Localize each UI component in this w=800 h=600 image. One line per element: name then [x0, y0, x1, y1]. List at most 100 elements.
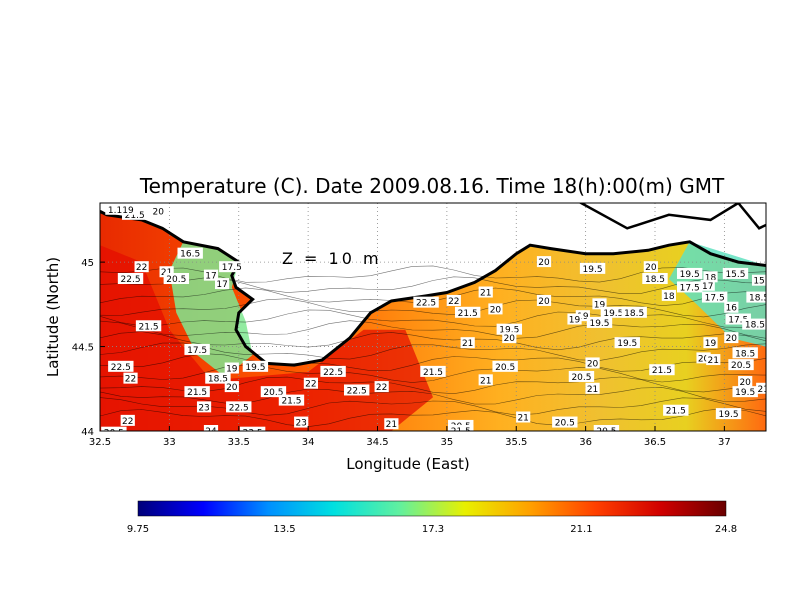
contour-label-box: [203, 269, 219, 281]
contour-label-box: [478, 374, 493, 386]
contour-label-box: [703, 337, 718, 349]
contour-label-box: [159, 266, 174, 278]
contour-label-box: [614, 337, 640, 349]
contour-label-box: [593, 425, 620, 431]
contour-label-box: [756, 382, 766, 394]
contour-label: 19: [577, 312, 589, 322]
contour-label-box: [536, 256, 552, 268]
contour-label-box: [196, 401, 212, 413]
plot-frame: [99, 202, 767, 432]
contour-label-box: [552, 416, 578, 428]
contour-label-box: [374, 381, 389, 393]
contour-label: 23: [198, 403, 209, 413]
contour-label-box: [492, 360, 518, 372]
contour-label: 21.5: [458, 309, 478, 319]
contour-label-box: [751, 274, 766, 286]
contour-label-box: [278, 394, 305, 406]
x-tick-label: 36: [579, 437, 592, 448]
contour-label-box: [732, 386, 758, 398]
contour-label-box: [151, 205, 166, 217]
contour-label: 22.5: [229, 403, 249, 413]
contour-label-box: [600, 306, 627, 318]
contour-label-box: [224, 381, 239, 393]
contour-label: 21.5: [125, 211, 145, 221]
x-axis-label: Longitude (East): [346, 455, 469, 473]
contour-label-box: [413, 296, 439, 308]
contour-label-box: [224, 362, 239, 374]
contour-label-box: [585, 357, 600, 369]
contour-label: 21: [517, 413, 528, 423]
contour-label-box: [585, 382, 600, 394]
contour-label-box: [502, 332, 517, 344]
contour-label-box: [586, 316, 613, 328]
contour-label: 21: [480, 289, 491, 299]
contour-label-box: [488, 303, 503, 315]
contour-label-box: [420, 365, 446, 377]
y-axis-label: Latitude (North): [44, 257, 62, 377]
contour-label-box: [177, 247, 203, 259]
contour-label: 22: [122, 417, 133, 427]
contour-label-box: [184, 386, 210, 398]
contour-label: 20.5: [495, 363, 515, 373]
contour-label-box: [579, 262, 606, 274]
contour-label: 19.5: [603, 309, 623, 319]
x-tick-label: 33: [163, 437, 176, 448]
contour-line: [100, 342, 766, 361]
contour-label: 19.5: [583, 265, 603, 275]
contour-label-box: [105, 203, 137, 215]
contour-label: 18: [663, 292, 675, 302]
contour-label: 19.5: [499, 326, 519, 336]
contour-label: 15: [753, 277, 764, 287]
contour-label: 19.5: [617, 339, 637, 349]
contour-label-box: [738, 376, 753, 388]
chart-title: Temperature (C). Date 2009.08.16. Time 1…: [139, 174, 725, 198]
contour-label: 21.5: [139, 322, 159, 332]
contour-label: 22.5: [121, 275, 141, 285]
contour-line: [100, 331, 766, 351]
x-tick-label: 33.5: [228, 437, 250, 448]
contour-label: 20: [645, 263, 657, 273]
contour-label-box: [205, 372, 231, 384]
contour-label: 1.119: [108, 206, 134, 216]
contour-label-box: [621, 306, 647, 318]
colorbar: [137, 500, 727, 517]
contour-label-box: [303, 377, 318, 389]
contour-label-box: [215, 278, 230, 290]
contour-label: 16.5: [180, 250, 200, 260]
contour-label: 20: [538, 258, 550, 268]
contour-label: 21: [480, 376, 491, 386]
x-tick-label: 35: [441, 437, 454, 448]
contour-label: 20.5: [731, 361, 751, 371]
contour-label-box: [724, 332, 739, 344]
contour-label: 18.5: [208, 375, 228, 385]
contour-label-box: [343, 384, 370, 396]
contour-label-box: [242, 360, 269, 372]
contour-label-box: [239, 426, 266, 431]
x-tick-label: 32.5: [89, 437, 111, 448]
contour-label: 21.5: [187, 388, 207, 398]
y-tick-label: 45: [81, 258, 94, 269]
contour-label: 19.5: [680, 270, 700, 280]
colorbar-tick-label: 17.3: [422, 524, 444, 535]
contour-label: 15.5: [725, 270, 745, 280]
contour-label-box: [742, 318, 766, 330]
contour-label-box: [460, 337, 475, 349]
contour-label-box: [722, 267, 749, 279]
colorbar-tick-label: 9.75: [127, 524, 149, 535]
x-tick-label: 35.5: [505, 437, 527, 448]
contour-label: 22.5: [111, 363, 131, 373]
contour-label: 21.5: [423, 368, 443, 378]
contour-label: 22.5: [347, 386, 367, 396]
contour-label: 19.5: [245, 363, 265, 373]
contour-label: 20: [504, 334, 516, 344]
contour-label-box: [706, 354, 721, 366]
contour-label: 21: [708, 356, 719, 366]
contour-label: 20: [698, 354, 710, 364]
coastline-northeast: [578, 203, 766, 230]
contour-label-box: [663, 404, 689, 416]
contour-label: 20: [153, 207, 165, 217]
contour-label: 20.5: [596, 427, 616, 437]
contour-label-box: [454, 306, 481, 318]
contour-label: 18.5: [645, 275, 665, 285]
